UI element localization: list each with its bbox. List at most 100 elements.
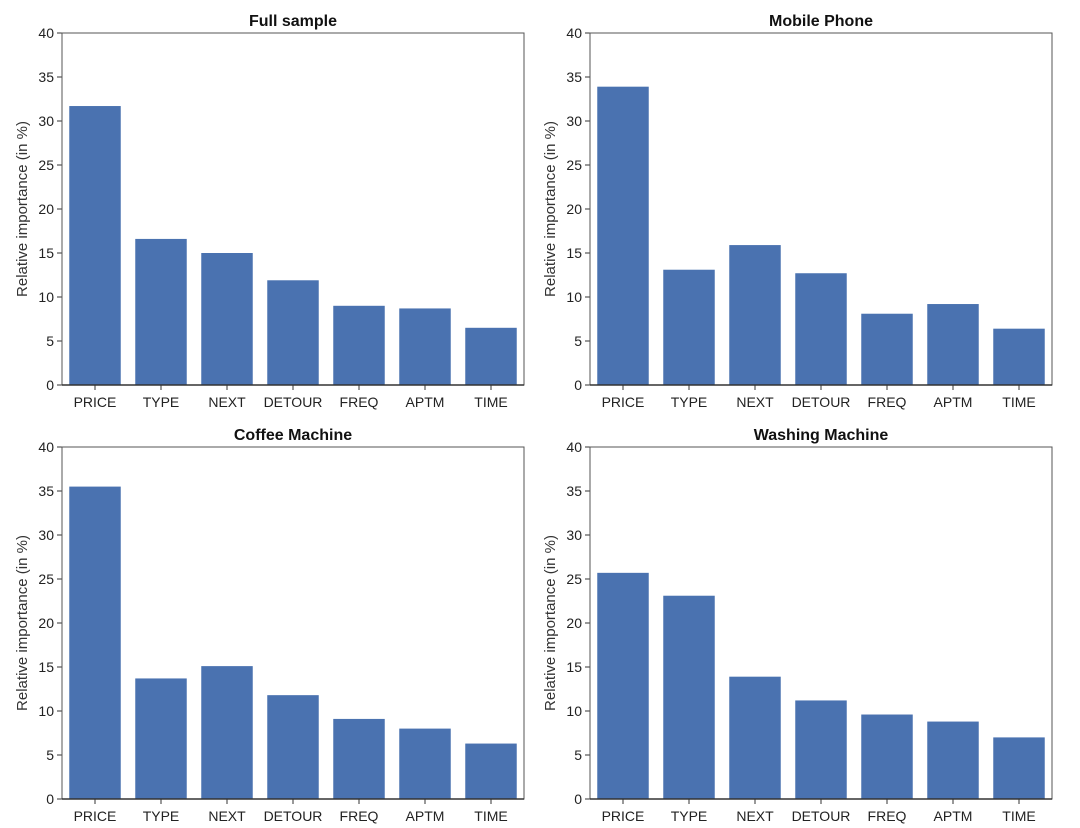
x-tick-label-time: TIME [474, 808, 507, 824]
y-tick-label: 5 [46, 747, 54, 763]
bar-detour [267, 280, 319, 385]
y-tick-label: 15 [566, 659, 582, 675]
bar-time [993, 328, 1045, 385]
bar-freq [333, 718, 385, 799]
y-tick-label: 5 [574, 747, 582, 763]
y-axis-label: Relative importance (in %) [542, 535, 559, 711]
bar-chart-coffee-machine: Coffee Machine Relative importance (in %)… [14, 427, 525, 824]
bar-next [201, 666, 253, 799]
y-tick-label: 15 [38, 245, 54, 261]
y-tick-label: 25 [38, 571, 54, 587]
y-tick-label: 35 [38, 483, 54, 499]
chart-title: Washing Machine [754, 427, 889, 444]
y-tick-label: 5 [46, 333, 54, 349]
y-tick-label: 20 [566, 201, 582, 217]
chart-panel-mobile-phone: Mobile Phone Relative importance (in %) 0 5… [528, 0, 1068, 414]
bar-type [663, 269, 715, 385]
y-tick-label: 30 [566, 113, 582, 129]
bar-chart-washing-machine: Washing Machine Relative importance (in %… [542, 427, 1053, 824]
x-tick-label-type: TYPE [143, 394, 180, 410]
y-tick-label: 30 [38, 527, 54, 543]
x-tick-label-next: NEXT [736, 808, 774, 824]
bar-next [729, 676, 781, 799]
bar-type [135, 678, 187, 799]
x-tick-label-next: NEXT [208, 394, 246, 410]
y-axis-label: Relative importance (in %) [14, 535, 31, 711]
bar-aptm [927, 721, 979, 799]
bar-price [69, 106, 121, 385]
y-tick-label: 25 [566, 571, 582, 587]
x-tick-label-aptm: APTM [406, 394, 445, 410]
x-tick-label-time: TIME [1002, 394, 1035, 410]
y-tick-label: 15 [566, 245, 582, 261]
x-tick-label-detour: DETOUR [264, 808, 323, 824]
x-tick-label-freq: FREQ [868, 808, 907, 824]
x-tick-label-detour: DETOUR [792, 394, 851, 410]
bar-price [69, 486, 121, 799]
x-tick-label-type: TYPE [671, 808, 708, 824]
x-tick-label-detour: DETOUR [264, 394, 323, 410]
x-tick-label-type: TYPE [671, 394, 708, 410]
x-tick-label-aptm: APTM [934, 808, 973, 824]
chart-title: Full sample [249, 13, 337, 30]
x-tick-label-detour: DETOUR [792, 808, 851, 824]
y-axis-label: Relative importance (in %) [14, 121, 31, 297]
chart-title: Mobile Phone [769, 13, 873, 30]
y-tick-label: 5 [574, 333, 582, 349]
x-tick-label-next: NEXT [208, 808, 246, 824]
bar-detour [267, 695, 319, 799]
bar-freq [861, 714, 913, 799]
y-tick-label: 0 [574, 791, 582, 807]
bar-aptm [927, 304, 979, 385]
bar-next [729, 245, 781, 385]
x-tick-label-aptm: APTM [934, 394, 973, 410]
bar-price [597, 86, 649, 386]
x-tick-label-price: PRICE [74, 808, 117, 824]
y-tick-label: 20 [566, 615, 582, 631]
y-tick-label: 40 [38, 439, 54, 455]
bar-price [597, 572, 649, 799]
y-tick-label: 10 [38, 289, 54, 305]
bar-time [993, 737, 1045, 799]
y-tick-label: 20 [38, 615, 54, 631]
y-tick-label: 0 [46, 377, 54, 393]
x-tick-label-aptm: APTM [406, 808, 445, 824]
bar-type [135, 238, 187, 385]
y-tick-label: 0 [46, 791, 54, 807]
y-tick-label: 10 [38, 703, 54, 719]
y-tick-label: 30 [38, 113, 54, 129]
y-tick-label: 0 [574, 377, 582, 393]
y-tick-label: 35 [38, 69, 54, 85]
x-tick-label-time: TIME [1002, 808, 1035, 824]
y-tick-label: 40 [566, 25, 582, 41]
y-tick-label: 35 [566, 483, 582, 499]
chart-panel-washing-machine: Washing Machine Relative importance (in %… [528, 414, 1068, 828]
bar-next [201, 253, 253, 385]
chart-title: Coffee Machine [234, 427, 352, 444]
bar-time [465, 743, 517, 799]
y-tick-label: 20 [38, 201, 54, 217]
y-tick-label: 25 [38, 157, 54, 173]
y-axis-label: Relative importance (in %) [542, 121, 559, 297]
bar-chart-mobile-phone: Mobile Phone Relative importance (in %) 0 5… [542, 13, 1053, 410]
x-tick-label-time: TIME [474, 394, 507, 410]
bar-detour [795, 273, 847, 385]
bar-detour [795, 700, 847, 799]
bar-chart-full-sample: Full sample Relative importance (in %) 0 5 1… [14, 13, 525, 410]
y-tick-label: 15 [38, 659, 54, 675]
bar-freq [861, 313, 913, 385]
y-tick-label: 10 [566, 289, 582, 305]
x-tick-label-price: PRICE [602, 808, 645, 824]
x-tick-label-price: PRICE [74, 394, 117, 410]
chart-panel-coffee-machine: Coffee Machine Relative importance (in %)… [0, 414, 540, 828]
bar-time [465, 327, 517, 385]
x-tick-label-next: NEXT [736, 394, 774, 410]
y-tick-label: 10 [566, 703, 582, 719]
y-tick-label: 40 [566, 439, 582, 455]
y-tick-label: 25 [566, 157, 582, 173]
y-tick-label: 30 [566, 527, 582, 543]
x-tick-label-price: PRICE [602, 394, 645, 410]
chart-panel-full-sample: Full sample Relative importance (in %) 0 5 1… [0, 0, 540, 414]
bar-aptm [399, 728, 451, 799]
bar-type [663, 595, 715, 799]
